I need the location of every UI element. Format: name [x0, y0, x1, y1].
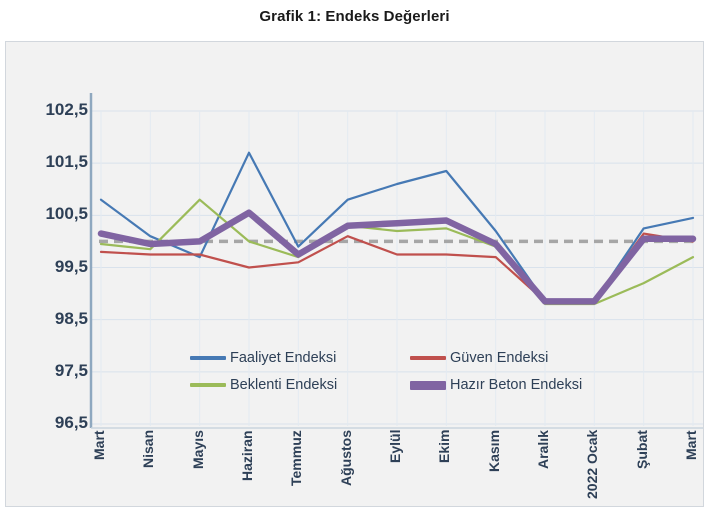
x-axis-tick-label: 2022 Ocak [584, 430, 601, 500]
y-axis-tick-label: 100,5 [45, 204, 88, 224]
y-axis-tick-label: 99,5 [54, 256, 88, 276]
legend-swatch [410, 380, 446, 390]
legend-label: Faaliyet Endeksi [230, 350, 337, 366]
y-axis-tick-label: 98,5 [54, 308, 88, 328]
x-axis-tick-label: Nisan [140, 430, 157, 469]
x-axis-tick-label: Şubat [633, 430, 650, 469]
chart-legend: Faaliyet Endeksi Güven Endeksi Beklenti En… [190, 350, 610, 404]
page-title: Grafik 1: Endeks Değerleri [259, 8, 450, 25]
legend-label: Hazır Beton Endeksi [450, 377, 583, 393]
x-axis-tick-label: Haziran [239, 430, 255, 481]
x-axis-tick-label: Temmuz [288, 430, 305, 486]
legend-swatch [190, 383, 226, 387]
x-axis-tick-label: Mart [91, 430, 107, 460]
chart-plot [89, 93, 703, 429]
legend-label: Güven Endeksi [450, 350, 549, 366]
x-axis-tick-label: Eylül [387, 430, 403, 464]
legend-item[interactable]: Beklenti Endeksi [190, 377, 337, 393]
legend-item[interactable]: Güven Endeksi [410, 350, 548, 366]
legend-item[interactable]: Hazır Beton Endeksi [410, 377, 582, 393]
series-line-hazır-beton-endeksi [97, 209, 697, 305]
x-axis-tick-label: Ekim [436, 430, 453, 464]
legend-label: Beklenti Endeksi [230, 377, 338, 393]
legend-swatch [410, 356, 446, 360]
legend-item[interactable]: Faaliyet Endeksi [190, 350, 336, 366]
x-axis-tick-label: Mart [683, 430, 699, 460]
y-axis-tick-label: 101,5 [45, 152, 88, 172]
chart-frame [5, 41, 704, 507]
x-axis-tick-label: Ağustos [337, 430, 354, 486]
y-axis: 96,5 97,5 98,5 99,5 100,5 101,5 102,5 [8, 0, 88, 515]
legend-swatch [190, 356, 226, 360]
x-axis-tick-label: Kasım [485, 430, 502, 473]
y-axis-tick-label: 102,5 [45, 100, 88, 119]
y-axis-tick-label: 97,5 [54, 360, 88, 380]
y-axis-tick-label: 96,5 [54, 413, 88, 432]
x-axis-tick-label: Mayıs [189, 430, 206, 469]
x-axis-tick-label: Aralık [535, 430, 551, 469]
